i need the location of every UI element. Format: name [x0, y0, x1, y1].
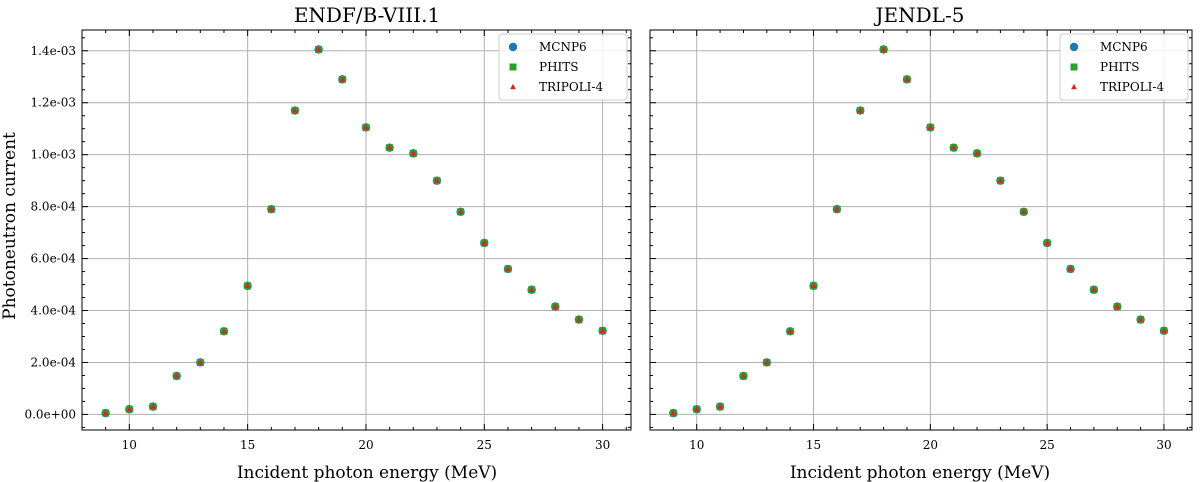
point-tripoli-4 [363, 124, 369, 130]
grid [650, 30, 1192, 430]
point-tripoli-4 [505, 265, 511, 272]
legend-label: TRIPOLI-4 [539, 80, 603, 94]
point-tripoli-4 [1044, 239, 1051, 246]
x-tick-label: 30 [595, 438, 610, 452]
x-tick-label: 20 [923, 438, 938, 452]
series-mcnp6 [101, 45, 607, 418]
legend-label: MCNP6 [1100, 40, 1148, 54]
point-tripoli-4 [693, 406, 700, 412]
legend-marker-triangle [510, 83, 516, 90]
y-axis-label: Photoneutron current [0, 132, 20, 320]
legend: MCNP6 PHITS TRIPOLI-4 [498, 33, 628, 101]
point-tripoli-4 [833, 206, 840, 212]
point-tripoli-4 [904, 76, 910, 82]
chart-title: JENDL-5 [874, 3, 965, 27]
data-points [101, 45, 607, 418]
x-tick-label: 30 [1156, 438, 1171, 452]
point-tripoli-4 [173, 372, 180, 379]
point-tripoli-4 [599, 327, 606, 333]
legend-label: MCNP6 [539, 40, 587, 54]
y-tick-label: 0.0e+00 [24, 407, 76, 421]
point-tripoli-4 [268, 206, 275, 212]
point-tripoli-4 [315, 46, 322, 52]
legend-marker-triangle [1071, 83, 1077, 90]
point-tripoli-4 [552, 303, 559, 309]
point-tripoli-4 [481, 239, 488, 246]
series-tripoli-4 [670, 46, 1167, 416]
point-tripoli-4 [244, 282, 251, 289]
x-tick-label: 15 [240, 438, 255, 452]
point-tripoli-4 [528, 286, 535, 292]
point-tripoli-4 [126, 406, 133, 412]
legend-marker-circle [1069, 42, 1079, 52]
point-tripoli-4 [857, 107, 864, 113]
plot-frame [81, 29, 632, 431]
series-tripoli-4 [102, 46, 606, 416]
x-tick-label: 10 [689, 438, 704, 452]
point-tripoli-4 [197, 359, 204, 365]
y-tick-label: 8.0e-04 [30, 200, 76, 214]
point-tripoli-4 [670, 409, 677, 416]
y-tick-label: 2.0e-04 [30, 355, 76, 369]
legend-label: TRIPOLI-4 [1100, 80, 1164, 94]
legend: MCNP6 PHITS TRIPOLI-4 [1059, 33, 1189, 101]
point-tripoli-4 [102, 409, 109, 416]
point-tripoli-4 [221, 328, 227, 334]
panel-endf: ENDF/B-VIII.1 Photoneutron current Incid… [0, 3, 632, 482]
y-tick-label: 4.0e-04 [30, 304, 76, 318]
point-tripoli-4 [997, 177, 1004, 183]
point-tripoli-4 [576, 316, 582, 322]
point-tripoli-4 [1114, 303, 1121, 309]
plot-frame [649, 29, 1193, 431]
point-tripoli-4 [740, 372, 747, 379]
x-tick-label: 20 [358, 438, 373, 452]
legend-marker-circle [508, 42, 518, 52]
data-points [669, 45, 1169, 418]
point-tripoli-4 [950, 144, 957, 150]
y-tick-label: 1.0e-03 [30, 148, 76, 162]
point-tripoli-4 [927, 124, 934, 130]
legend-marker-square [1070, 63, 1078, 71]
point-tripoli-4 [1020, 208, 1027, 215]
point-tripoli-4 [434, 177, 440, 183]
point-tripoli-4 [386, 144, 393, 150]
legend-label: PHITS [1100, 60, 1140, 74]
series-phits [102, 45, 607, 417]
x-axis-label: Incident photon energy (MeV) [790, 463, 1050, 482]
x-tick-label: 25 [477, 438, 492, 452]
panel-jendl: JENDL-5 Incident photon energy (MeV) 10 1… [649, 3, 1193, 482]
y-tick-label: 1.2e-03 [30, 96, 76, 110]
point-tripoli-4 [150, 403, 156, 409]
x-tick-label: 15 [806, 438, 821, 452]
legend-box [498, 33, 628, 101]
point-tripoli-4 [974, 150, 980, 156]
point-tripoli-4 [1067, 265, 1074, 272]
x-tick-label: 25 [1040, 438, 1055, 452]
x-axis-label: Incident photon energy (MeV) [237, 463, 497, 482]
point-tripoli-4 [717, 403, 723, 409]
x-tick-label: 10 [122, 438, 137, 452]
point-tripoli-4 [292, 107, 298, 113]
y-tick-label: 6.0e-04 [30, 252, 76, 266]
chart-title: ENDF/B-VIII.1 [294, 3, 440, 27]
legend-marker-square [509, 63, 517, 71]
series-mcnp6 [669, 45, 1169, 418]
legend-label: PHITS [539, 60, 579, 74]
point-tripoli-4 [763, 359, 770, 365]
point-tripoli-4 [787, 328, 794, 334]
point-tripoli-4 [1137, 316, 1144, 322]
legend-box [1059, 33, 1189, 101]
point-tripoli-4 [810, 282, 817, 289]
point-tripoli-4 [457, 208, 464, 215]
point-tripoli-4 [410, 150, 417, 156]
series-phits [669, 45, 1168, 417]
point-tripoli-4 [1161, 327, 1167, 333]
point-tripoli-4 [1090, 286, 1097, 292]
y-tick-label: 1.4e-03 [30, 44, 76, 58]
point-tripoli-4 [339, 76, 346, 82]
point-tripoli-4 [880, 46, 887, 52]
